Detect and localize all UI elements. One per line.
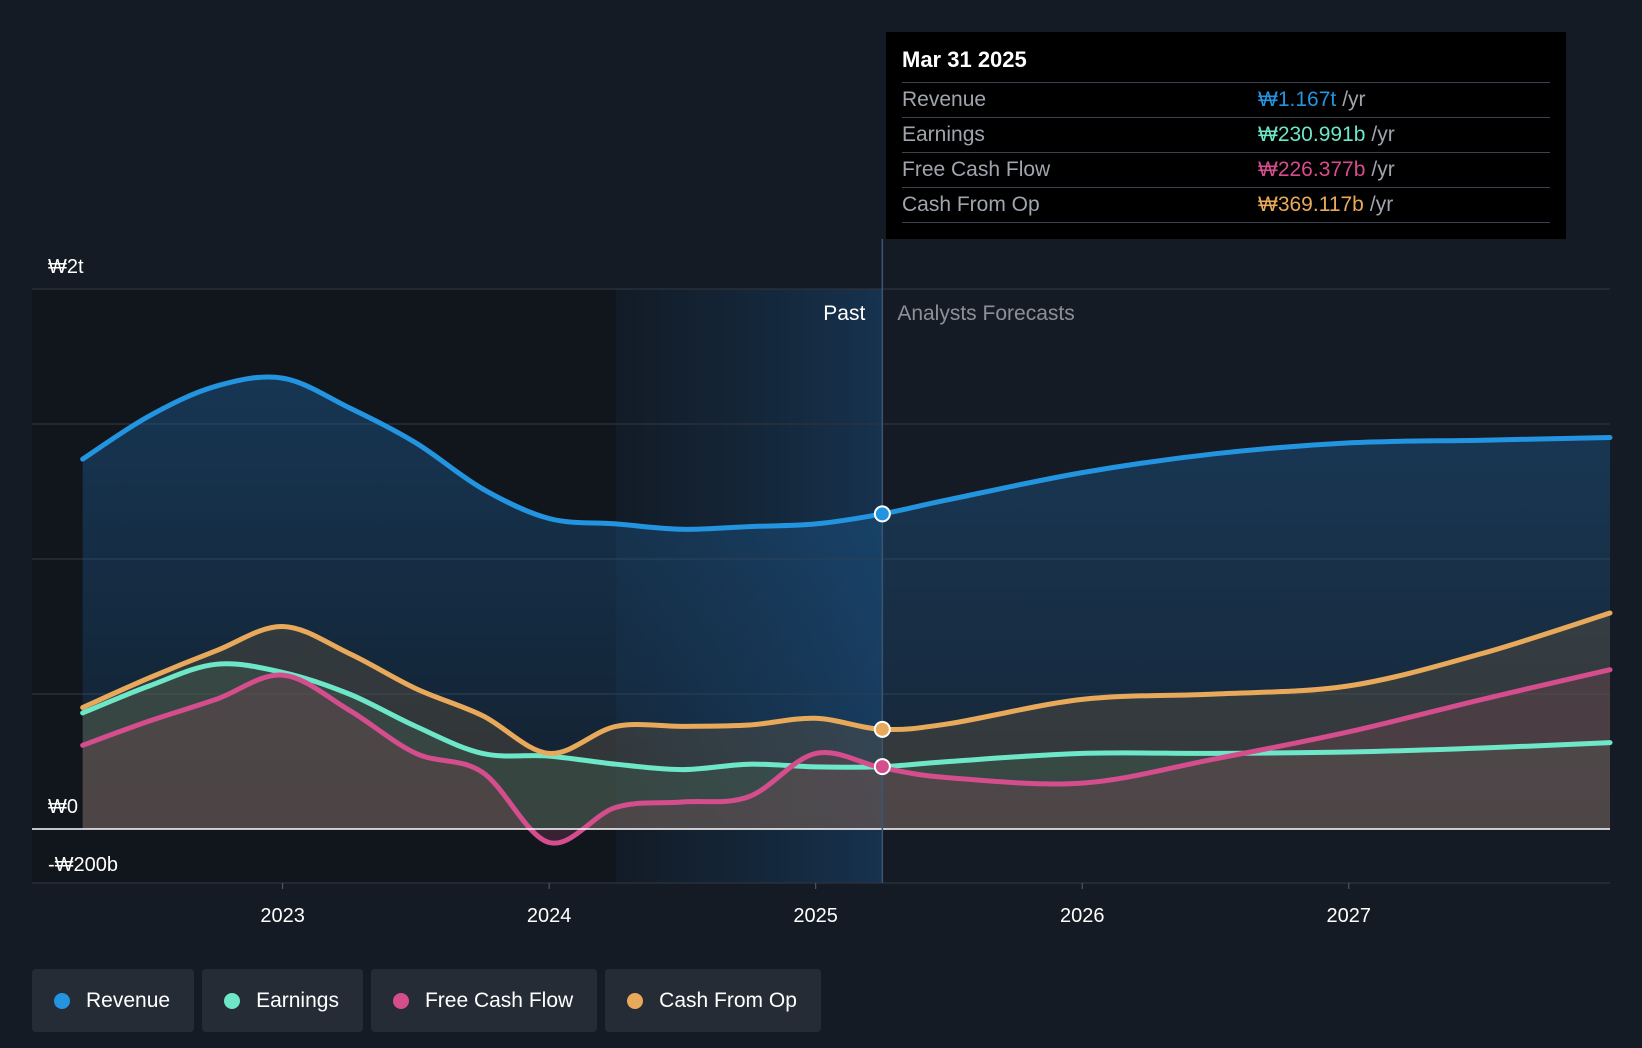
x-axis-label: 2026 [1060, 905, 1105, 927]
free-cash-flow-line [80, 667, 1613, 846]
tooltip-unit: /yr [1371, 123, 1395, 146]
tooltip-row: Cash From Op ₩369.117b/yr [902, 188, 1550, 223]
tooltip-unit: /yr [1342, 88, 1366, 111]
legend-label: Free Cash Flow [424, 988, 574, 1012]
series-lines [80, 374, 1613, 846]
free-cash-flow-area [82, 669, 1610, 844]
x-axis-label: 2024 [527, 905, 572, 927]
x-axis-labels: 2023 2024 2025 2026 2027 [260, 883, 1371, 927]
earnings-area [82, 663, 1610, 829]
legend-dot-icon [224, 992, 241, 1009]
hover-markers [873, 505, 891, 776]
legend-item-revenue[interactable]: Revenue [32, 969, 195, 1032]
legend-label: Earnings [256, 988, 339, 1012]
tooltip-series-name: Free Cash Flow [902, 158, 1051, 181]
tooltip-unit: /yr [1369, 193, 1394, 216]
cash-from-op-marker [873, 720, 891, 738]
tooltip-series-name: Earnings [902, 123, 985, 146]
tooltip-series-value: ₩369.117b [1258, 193, 1364, 216]
tooltip-row: Earnings ₩230.991b/yr [902, 118, 1550, 153]
tooltip-unit: /yr [1371, 158, 1395, 181]
tooltip: Mar 31 2025 Revenue ₩1.167t/yr Earnings ₩23… [886, 32, 1566, 239]
y-axis-label: ₩0 [48, 796, 78, 818]
tooltip-series-name: Revenue [902, 88, 987, 111]
forecast-label: Analysts Forecasts [897, 302, 1074, 325]
cash-from-op-line [80, 610, 1613, 756]
revenue-line [80, 374, 1613, 532]
tooltip-rows: Revenue ₩1.167t/yr Earnings ₩230.991b/yr Fre… [902, 83, 1550, 223]
legend-item-earnings[interactable]: Earnings [202, 969, 363, 1032]
legend-item-free-cash-flow[interactable]: Free Cash Flow [370, 969, 598, 1032]
x-axis-label: 2027 [1327, 905, 1372, 927]
tooltip-row: Free Cash Flow ₩226.377b/yr [902, 153, 1550, 188]
cash-from-op-area [82, 613, 1610, 829]
x-axis-label: 2023 [260, 905, 305, 927]
series-areas [82, 376, 1610, 844]
legend-label: Revenue [86, 988, 171, 1012]
tooltip-series-value: ₩226.377b [1258, 158, 1366, 181]
past-label: Past [823, 302, 865, 325]
tooltip-date: Mar 31 2025 [902, 46, 1550, 83]
tooltip-series-name: Cash From Op [902, 193, 1040, 216]
tooltip-row: Revenue ₩1.167t/yr [902, 83, 1550, 118]
legend-item-cash-from-op[interactable]: Cash From Op [605, 969, 821, 1032]
tooltip-series-value: ₩230.991b [1258, 123, 1366, 146]
y-axis-label: -₩200b [48, 854, 118, 876]
y-axis-labels: ₩2t ₩0 -₩200b [48, 256, 118, 876]
legend-dot-icon [54, 992, 70, 1009]
x-axis-label: 2025 [793, 905, 838, 927]
legend-label: Cash From Op [659, 988, 797, 1012]
legend-dot-icon [627, 992, 644, 1009]
legend: Revenue Earnings Free Cash Flow Cash From O… [32, 969, 821, 1032]
y-axis-label: ₩2t [48, 256, 84, 278]
revenue-area [82, 376, 1610, 829]
revenue-marker [873, 505, 891, 523]
tooltip-series-value: ₩1.167t [1258, 88, 1337, 111]
earnings-marker [873, 758, 891, 776]
legend-dot-icon [392, 992, 409, 1009]
